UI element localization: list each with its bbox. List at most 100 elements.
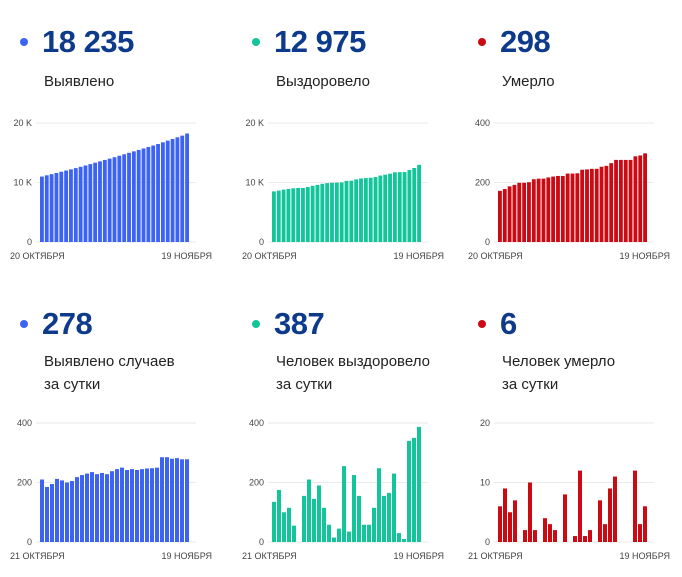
bar (165, 457, 169, 542)
bar (523, 530, 527, 542)
bar (589, 168, 594, 242)
bar (387, 492, 391, 542)
bar (122, 154, 127, 242)
bar (170, 138, 175, 242)
legend-dot-icon (478, 38, 486, 46)
bar (578, 470, 582, 542)
legend-dot-icon (20, 38, 28, 46)
bar (412, 167, 417, 242)
bar (628, 159, 633, 242)
bar-chart: 0 200 400 20 ОКТЯБРЯ 19 НОЯБРЯ (468, 118, 670, 261)
bar (140, 469, 144, 542)
stat-label: Человек умерло за сутки (502, 350, 615, 396)
bar (588, 530, 592, 542)
y-tick-label: 400 (475, 118, 490, 128)
bar (90, 472, 94, 542)
y-tick-label: 20 (480, 418, 490, 428)
bar (65, 482, 69, 542)
bar (573, 536, 577, 542)
bar (64, 170, 69, 242)
bar (548, 524, 552, 542)
bar (110, 471, 114, 542)
stat-value: 12 975 (274, 24, 366, 59)
bar (609, 163, 614, 242)
bar (332, 537, 336, 542)
bar (49, 174, 54, 242)
bar (352, 475, 356, 542)
bar (354, 179, 359, 242)
bar (546, 177, 551, 242)
stat-label-line1: Человек умерло (502, 353, 616, 370)
y-tick-label: 200 (475, 178, 490, 188)
bar (402, 172, 407, 242)
bar (305, 187, 310, 242)
bar (69, 169, 73, 242)
bar (180, 459, 184, 542)
bar (277, 489, 281, 542)
legend-dot-icon (20, 320, 28, 328)
bar (528, 482, 532, 542)
bar (125, 470, 129, 542)
bar (388, 173, 392, 242)
bar (512, 184, 517, 242)
bar (141, 148, 146, 242)
y-tick-label: 10 K (245, 178, 264, 188)
stat-label-line1: Умерло (502, 73, 555, 90)
bar (75, 477, 79, 542)
stat-label: Выявлено (44, 70, 114, 93)
y-tick-label: 200 (17, 478, 32, 488)
bar (392, 172, 397, 242)
stat-label: Выявлено случаев за сутки (44, 350, 175, 396)
bar (146, 146, 151, 242)
y-tick-label: 0 (27, 237, 32, 247)
bar (40, 176, 44, 242)
bar (638, 155, 643, 242)
y-tick-label: 10 (480, 478, 490, 488)
bar (93, 162, 98, 242)
bar (100, 472, 104, 542)
bar (151, 145, 156, 242)
bar (407, 440, 411, 542)
bar (85, 473, 89, 542)
legend-dot-icon (252, 38, 260, 46)
bar (614, 159, 618, 242)
bar (83, 165, 88, 242)
bar (112, 157, 117, 242)
bar (502, 189, 507, 242)
bar (302, 495, 306, 542)
bar (286, 188, 291, 242)
bar (357, 495, 361, 542)
y-tick-label: 10 K (13, 178, 32, 188)
bar (54, 173, 59, 242)
bar (44, 175, 49, 242)
bar (383, 174, 388, 242)
bar (417, 164, 421, 242)
bar-chart: 0 10 20 21 ОКТЯБРЯ 19 НОЯБРЯ (468, 418, 670, 561)
bar (378, 175, 383, 242)
bar (563, 494, 567, 542)
bar (131, 151, 136, 242)
bar (392, 473, 396, 542)
x-axis-date-label: 19 НОЯБРЯ (161, 251, 212, 261)
bar (623, 159, 628, 242)
bar (315, 184, 320, 242)
bar (310, 185, 315, 242)
bar (127, 152, 131, 242)
bar (508, 512, 512, 542)
bar (317, 485, 321, 542)
bar (185, 133, 189, 242)
stat-label-line1: Выявлено (44, 73, 115, 90)
bar (150, 468, 154, 542)
bar (613, 476, 617, 542)
bar (363, 178, 368, 242)
bar (594, 168, 599, 242)
bar (281, 189, 286, 242)
stat-label: Выздоровело (276, 70, 370, 93)
bar (70, 481, 74, 542)
bar (170, 458, 174, 542)
bar (603, 524, 607, 542)
bar (397, 533, 401, 542)
bar (156, 144, 160, 242)
x-axis-date-label: 19 НОЯБРЯ (393, 251, 444, 261)
stat-panel-5: 6 Человек умерло за сутки 0 10 20 21 ОКТЯБРЯ… (458, 282, 682, 570)
